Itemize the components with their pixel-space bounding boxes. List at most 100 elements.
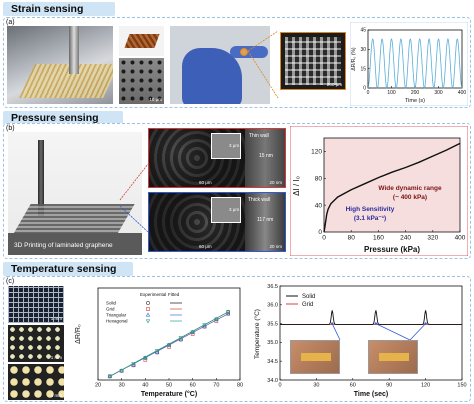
y-tick-label: 45 [360, 28, 366, 34]
pressure-series-line [323, 142, 461, 233]
temperature-resistance-chart: 20 30 40 50 60 70 80 Experimental Fitted SolidGri… [75, 287, 243, 398]
pressure-response-chart: 0 80 160 240 320 400 0 40 80 120 Pressure (kPa) ΔI … [290, 126, 468, 256]
grid-scale-label: 200 μm [326, 82, 342, 87]
y-tick-label: 80 [315, 175, 323, 182]
y-tick-label: 40 [315, 202, 323, 209]
plot-frame [279, 285, 463, 381]
strain-cycle-chart: 0 100 200 300 400 0 15 30 45 Time (s) ΔR/R₀ (%) [350, 22, 468, 106]
triangular-lattice-micrograph: 1 mm [8, 325, 64, 362]
printing-caption: 3D Printing of laminated graphene [14, 242, 113, 249]
lattice-micrograph: 10 μm [119, 58, 164, 104]
triangular-lattice-scale: 1 mm [50, 355, 62, 360]
y-tick-label: 35.0 [267, 340, 278, 346]
thin-wall-scale-inset: 3 μm [229, 143, 240, 148]
x-tick-label: 20 [95, 383, 101, 389]
data-point [202, 324, 207, 329]
wrist-sensor-photo-left [290, 340, 340, 374]
thick-wall-sem-image: Thick wall 117 nm 60 μm 3 μm 20 nm [148, 192, 286, 252]
data-point [154, 349, 160, 354]
y-tick-label: 0 [363, 86, 366, 92]
spike-arrow [409, 323, 426, 341]
x-tick-label: 70 [213, 383, 219, 389]
thick-wall-scale-left: 60 μm [199, 244, 212, 249]
hexagonal-lattice-scale: 1 mm [50, 393, 62, 398]
micrograph-scale-label: 10 μm [149, 97, 162, 102]
pressure-sensing-header: Pressure sensing [3, 111, 123, 125]
x-tick-label: 40 [142, 383, 148, 389]
x-axis-label: Time (sec) [354, 391, 389, 398]
plot-frame [323, 137, 461, 233]
thin-wall-label: Thin wall [249, 133, 269, 139]
plot-frame [97, 287, 241, 381]
legend-header-fitted: Fitted [168, 292, 180, 297]
legend-header-experimental: Experimental [140, 292, 166, 297]
legend-entry: Solid [106, 301, 117, 306]
legend-marker [145, 312, 151, 317]
strain-series-line [367, 38, 463, 89]
spike-arrow-head [330, 322, 334, 325]
x-axis-label: Temperature (°C) [141, 390, 197, 398]
printed-lattice-sample-photo [119, 26, 164, 56]
panel-letter-a: (a) [6, 19, 15, 26]
annotation-sensitivity: High Sensitivity [346, 206, 395, 213]
legend-marker [146, 307, 150, 311]
y-tick-label: 15 [360, 66, 366, 72]
spike-arrow-head [374, 322, 378, 325]
spike-arrow [331, 323, 341, 341]
strain-grid-micrograph: 200 μm [280, 32, 346, 90]
data-point [225, 311, 231, 316]
zoom-connectors [119, 163, 149, 233]
x-axis-label: Pressure (kPa) [364, 245, 420, 254]
annotation-range: Wide dynamic range [378, 185, 442, 192]
grid-lattice-micrograph: 1 mm [8, 286, 64, 323]
data-point [225, 310, 231, 315]
temperature-sensing-header: Temperature sensing [3, 262, 133, 276]
strain-chart-bg [350, 22, 468, 106]
temperature-panel [3, 276, 471, 402]
x-tick-label: 0 [367, 90, 370, 96]
x-tick-label: 150 [457, 383, 466, 389]
temperature-time-chart: 0 30 60 90 120 150 34.0 34.5 35.0 35.5 36.0 36.5 Sol… [253, 284, 467, 398]
x-tick-label: 320 [427, 235, 438, 242]
y-axis-label: ΔR/R₀ (%) [351, 47, 357, 71]
strain-sensing-header: Strain sensing [3, 2, 115, 16]
data-point [143, 356, 148, 361]
thick-wall-scale-inset: 3 μm [229, 207, 240, 212]
spike-arrow-head [424, 322, 427, 325]
data-point [119, 369, 124, 374]
x-tick-label: 60 [190, 383, 196, 389]
thin-wall-scale-left: 60 μm [199, 180, 212, 185]
spike-arrow [375, 323, 411, 341]
thick-wall-scale-right: 20 nm [269, 244, 282, 249]
y-axis-label: ΔI / I₀ [292, 176, 301, 196]
x-tick-label: 400 [458, 90, 467, 96]
data-point [154, 349, 160, 353]
annotation-sensitivity-value: (3.1 kPa⁻¹) [354, 215, 386, 222]
hexagonal-lattice-micrograph: 1 mm [8, 364, 64, 400]
legend-marker [146, 301, 150, 305]
x-tick-label: 50 [166, 383, 172, 389]
printer-nozzle-photo [7, 26, 113, 104]
x-tick-label: 60 [350, 383, 356, 389]
x-axis-label: Time (s) [405, 98, 425, 104]
data-point [178, 336, 184, 341]
annotation-range-value: (~ 400 kPa) [393, 194, 427, 201]
thin-wall-sem-image: Thin wall 15 nm 60 μm 3 μm 20 nm [148, 128, 286, 188]
data-point [166, 343, 172, 348]
x-tick-label: 80 [237, 383, 243, 389]
x-tick-label: 0 [278, 383, 281, 389]
thin-wall-dimension: 15 nm [259, 153, 273, 159]
y-axis-label: Temperature (°C) [253, 309, 261, 359]
y-tick-label: 35.5 [267, 321, 278, 327]
y-tick-label: 36.5 [267, 284, 278, 290]
y-tick-label: 0 [318, 229, 322, 236]
data-point [167, 345, 171, 349]
y-tick-label: 34.0 [267, 378, 278, 384]
y-tick-label: 36.0 [267, 303, 278, 309]
grid-lattice-scale: 1 mm [50, 316, 62, 321]
thick-wall-dimension: 117 nm [257, 217, 274, 223]
data-point [107, 374, 113, 379]
x-tick-label: 90 [386, 383, 392, 389]
x-tick-label: 120 [421, 383, 430, 389]
data-point [143, 357, 148, 362]
